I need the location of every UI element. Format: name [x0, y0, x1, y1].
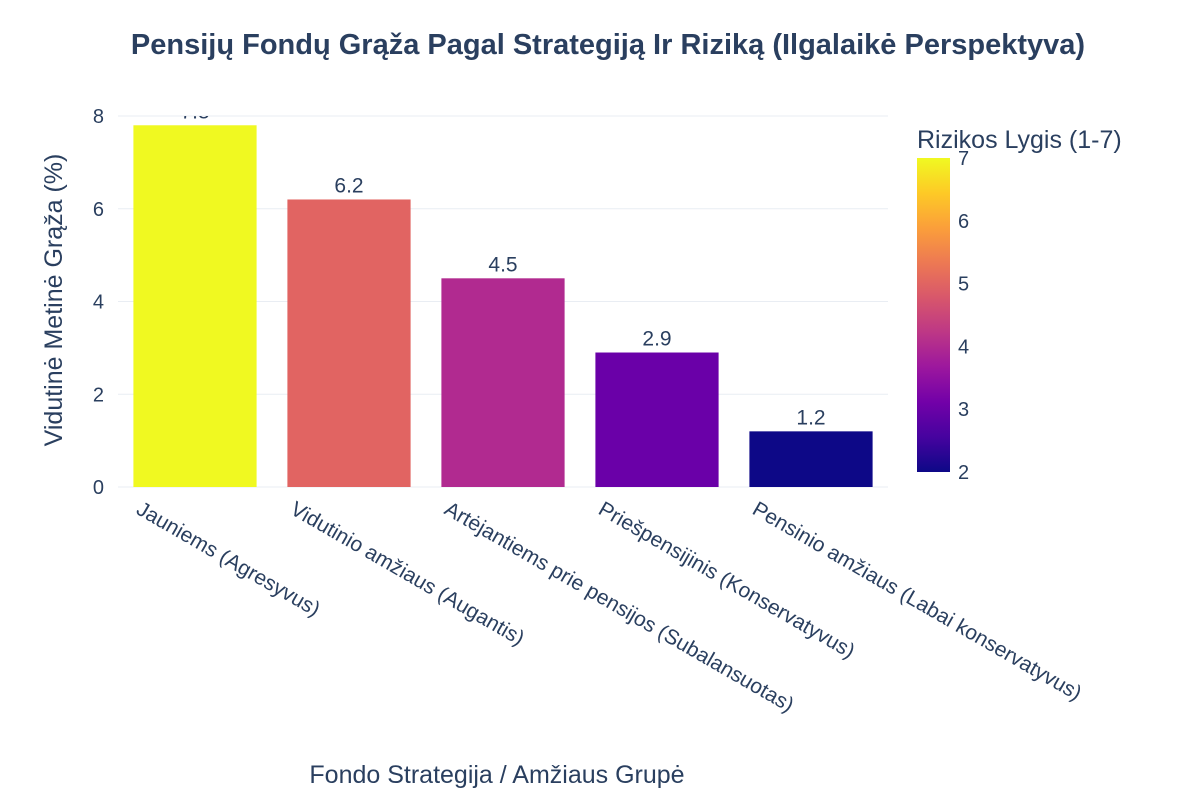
- y-tick-label: 8: [93, 106, 104, 128]
- bar-1: [133, 125, 257, 488]
- bar-2: [287, 199, 411, 487]
- colorbar-tick-label: 5: [958, 274, 969, 296]
- colorbar-tick-label: 7: [958, 148, 969, 170]
- y-tick-label: 2: [93, 384, 104, 406]
- colorbar-tick-label: 3: [958, 399, 969, 421]
- data-label: 2.9: [642, 328, 671, 351]
- data-label: 4.5: [488, 253, 517, 276]
- y-axis-title: Vidutinė Metinė Grąža (%): [40, 154, 68, 447]
- bar-5: [749, 431, 873, 487]
- data-label: 1.2: [796, 406, 825, 429]
- colorbar-tick-label: 6: [958, 211, 969, 233]
- data-label: 6.2: [334, 174, 363, 197]
- data-labels: 7.8 6.2 4.5 2.9 1.2: [180, 100, 825, 429]
- bar-4: [595, 352, 719, 487]
- x-category-label: Pensinio amžiaus (Labai konservatyvus): [749, 497, 1086, 705]
- x-axis-title: Fondo Strategija / Amžiaus Grupė: [309, 761, 684, 789]
- colorbar: [917, 158, 950, 472]
- colorbar-tick-label: 2: [958, 462, 969, 484]
- y-tick-label: 0: [93, 477, 104, 499]
- bar-3: [441, 278, 565, 487]
- x-axis-categories: Jauniems (Agresyvus)Vidutinio amžiaus (A…: [133, 497, 1086, 717]
- colorbar-tick-label: 4: [958, 336, 969, 358]
- data-label: 7.8: [180, 100, 209, 123]
- y-axis-ticks: 0 2 4 6 8: [93, 106, 104, 499]
- colorbar-title: Rizikos Lygis (1-7): [917, 126, 1122, 154]
- y-tick-label: 6: [93, 199, 104, 221]
- y-tick-label: 4: [93, 292, 104, 314]
- bars: [133, 125, 873, 488]
- chart-title: Pensijų Fondų Grąža Pagal Strategiją Ir …: [131, 29, 1085, 61]
- x-category-label: Priešpensijinis (Konservatyvus): [595, 497, 859, 663]
- colorbar-ticks: 2 3 4 5 6 7: [958, 148, 969, 484]
